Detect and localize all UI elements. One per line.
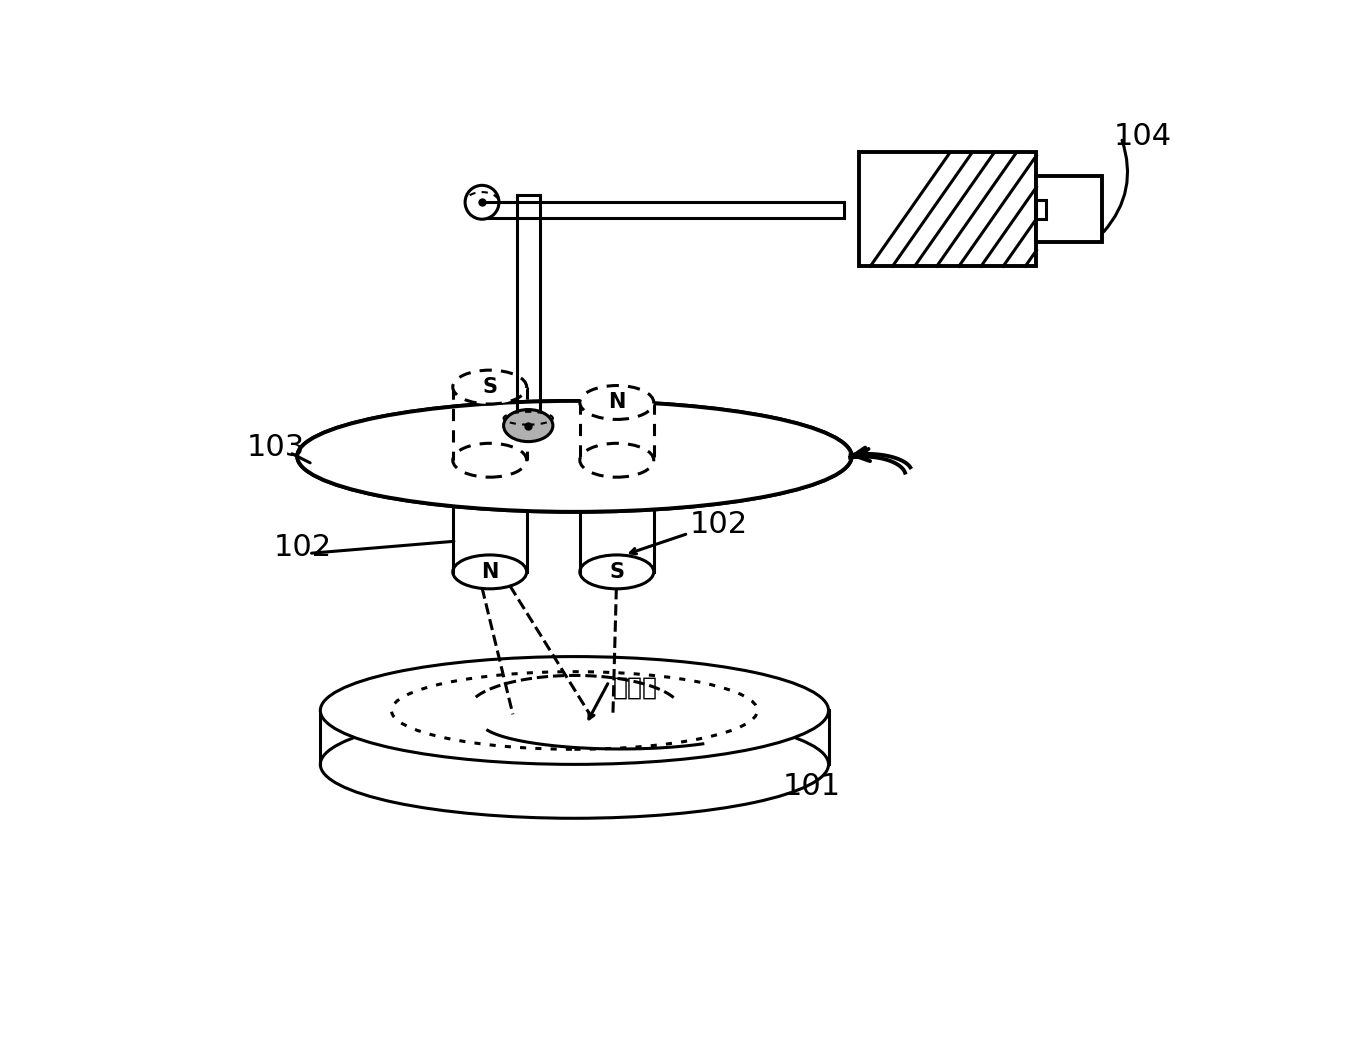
Circle shape — [465, 186, 500, 219]
Ellipse shape — [580, 385, 654, 420]
Ellipse shape — [321, 711, 829, 818]
Ellipse shape — [453, 555, 527, 589]
Text: 102: 102 — [689, 511, 748, 540]
Text: 103: 103 — [247, 433, 306, 462]
Ellipse shape — [321, 657, 829, 764]
Text: N: N — [607, 393, 625, 412]
Text: S: S — [609, 562, 624, 582]
Ellipse shape — [580, 444, 654, 477]
Ellipse shape — [298, 401, 852, 512]
Ellipse shape — [453, 444, 527, 477]
Text: 101: 101 — [782, 773, 841, 801]
Bar — [1036, 176, 1102, 241]
Bar — [1036, 200, 1046, 219]
Text: S: S — [482, 377, 497, 397]
Text: 磁力线: 磁力线 — [613, 675, 658, 699]
Ellipse shape — [453, 371, 527, 404]
Ellipse shape — [453, 444, 527, 477]
Bar — [860, 152, 1036, 266]
Text: 102: 102 — [274, 533, 332, 563]
Ellipse shape — [504, 409, 553, 442]
Ellipse shape — [298, 401, 852, 512]
Ellipse shape — [580, 444, 654, 477]
Ellipse shape — [580, 555, 654, 589]
Text: N: N — [480, 562, 498, 582]
Text: 104: 104 — [1114, 122, 1171, 151]
